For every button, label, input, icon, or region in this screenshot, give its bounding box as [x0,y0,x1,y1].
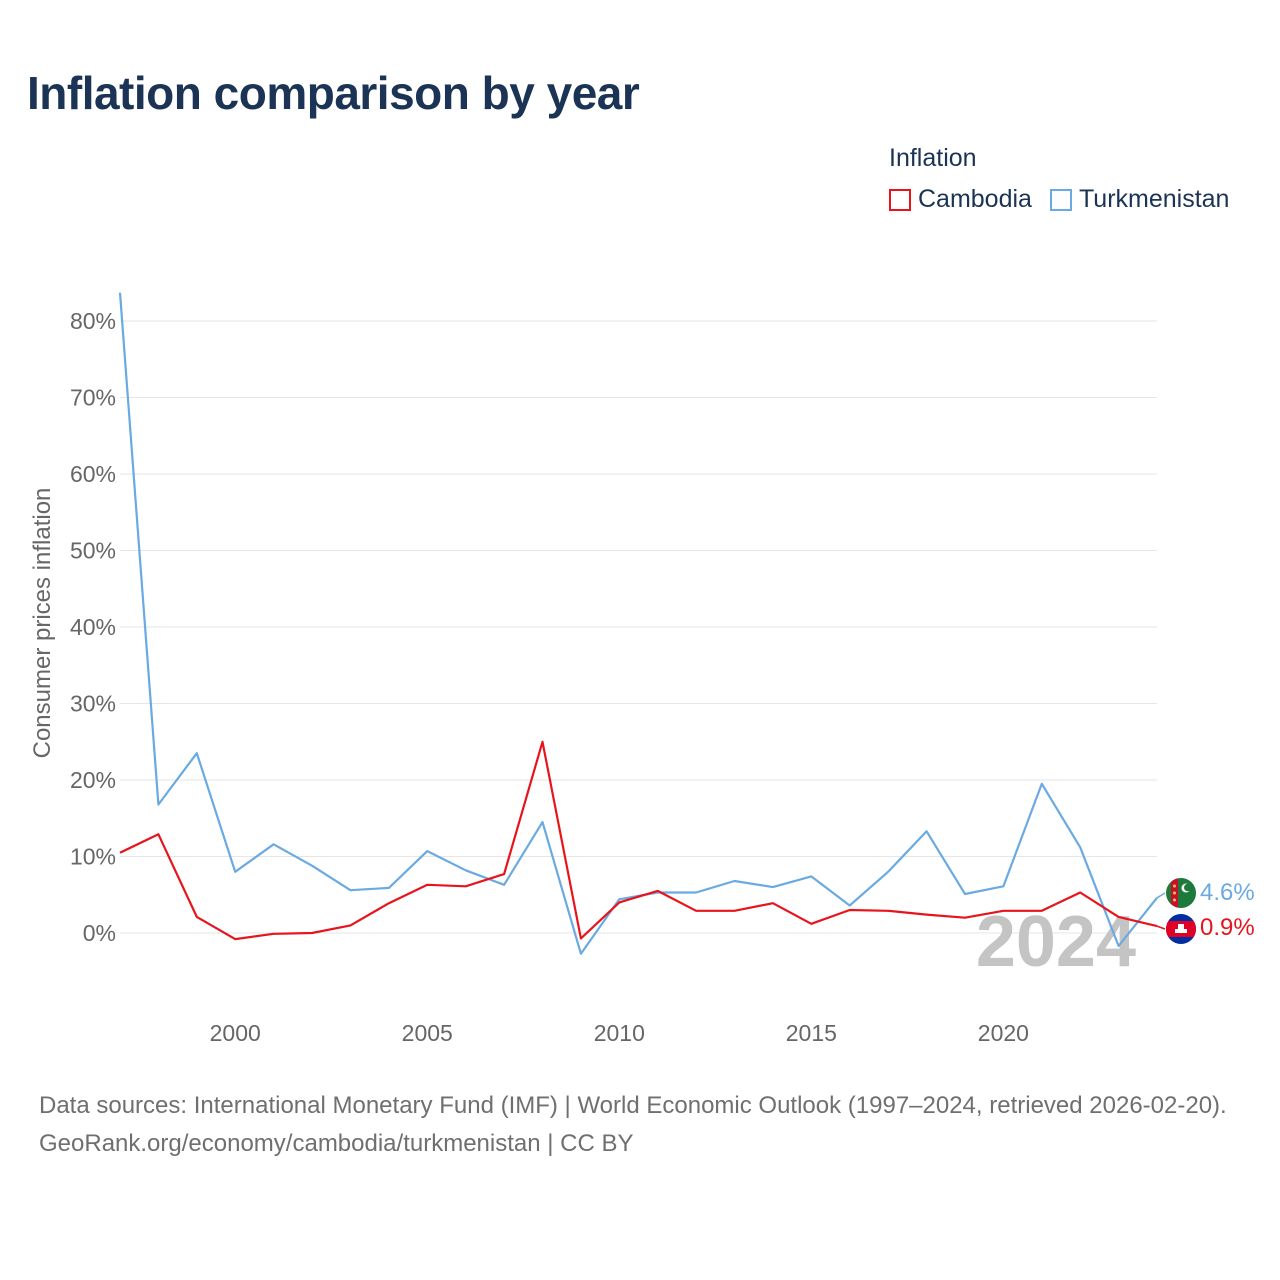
legend-swatch-cambodia [889,188,911,211]
legend-title: Inflation [889,144,977,172]
legend-label-cambodia: Cambodia [918,185,1032,213]
grid [120,320,1157,934]
footer-credit[interactable]: GeoRank.org/economy/cambodia/turkmenista… [39,1130,634,1157]
x-axis-ticks: 2000 2005 2010 2015 2020 [210,1020,1029,1046]
x-tick-label: 2020 [978,1020,1029,1046]
footer-sources: Data sources: International Monetary Fun… [39,1092,1227,1119]
legend: Cambodia Turkmenistan [889,185,1229,214]
end-label-cambodia: 0.9% [1200,914,1255,941]
legend-item-turkmenistan[interactable]: Turkmenistan [1049,185,1230,214]
y-tick-label: 0% [83,920,116,946]
leader-line-cambodia [1156,925,1166,930]
legend-item-cambodia[interactable]: Cambodia [889,185,1032,214]
x-tick-label: 2005 [402,1020,453,1046]
y-tick-label: 40% [70,614,116,640]
y-axis-label: Consumer prices inflation [29,488,56,759]
cambodia-flag-icon [1166,914,1196,944]
y-tick-label: 20% [70,767,116,793]
y-axis-ticks: 0% 10% 20% 30% 40% 50% 60% 70% 80% [70,308,116,946]
legend-swatch-turkmenistan [1049,188,1072,211]
y-tick-label: 60% [70,461,116,487]
x-tick-label: 2010 [594,1020,645,1046]
y-tick-label: 30% [70,691,116,717]
leader-line-turkmenistan [1156,892,1166,899]
legend-label-turkmenistan: Turkmenistan [1078,185,1230,213]
y-tick-label: 80% [70,308,116,334]
line-chart: 0%10%20%30%40%50%60%70%80% 2000 2005 2010 2… [29,292,1255,1046]
y-tick-label: 50% [70,538,116,564]
series-line-turkmenistan[interactable] [118,292,1158,955]
y-tick-label: 70% [70,385,116,411]
x-tick-label: 2000 [210,1020,261,1046]
y-tick-label: 10% [70,844,116,870]
series-line-cambodia[interactable] [119,740,1158,941]
footer: Data sources: International Monetary Fun… [39,1087,1249,1163]
chart-title: Inflation comparison by year [27,67,640,119]
year-watermark: 2024 [976,902,1136,982]
turkmenistan-flag-icon [1166,878,1196,908]
series [118,292,1166,955]
end-label-turkmenistan: 4.6% [1200,879,1255,906]
x-tick-label: 2015 [786,1020,837,1046]
